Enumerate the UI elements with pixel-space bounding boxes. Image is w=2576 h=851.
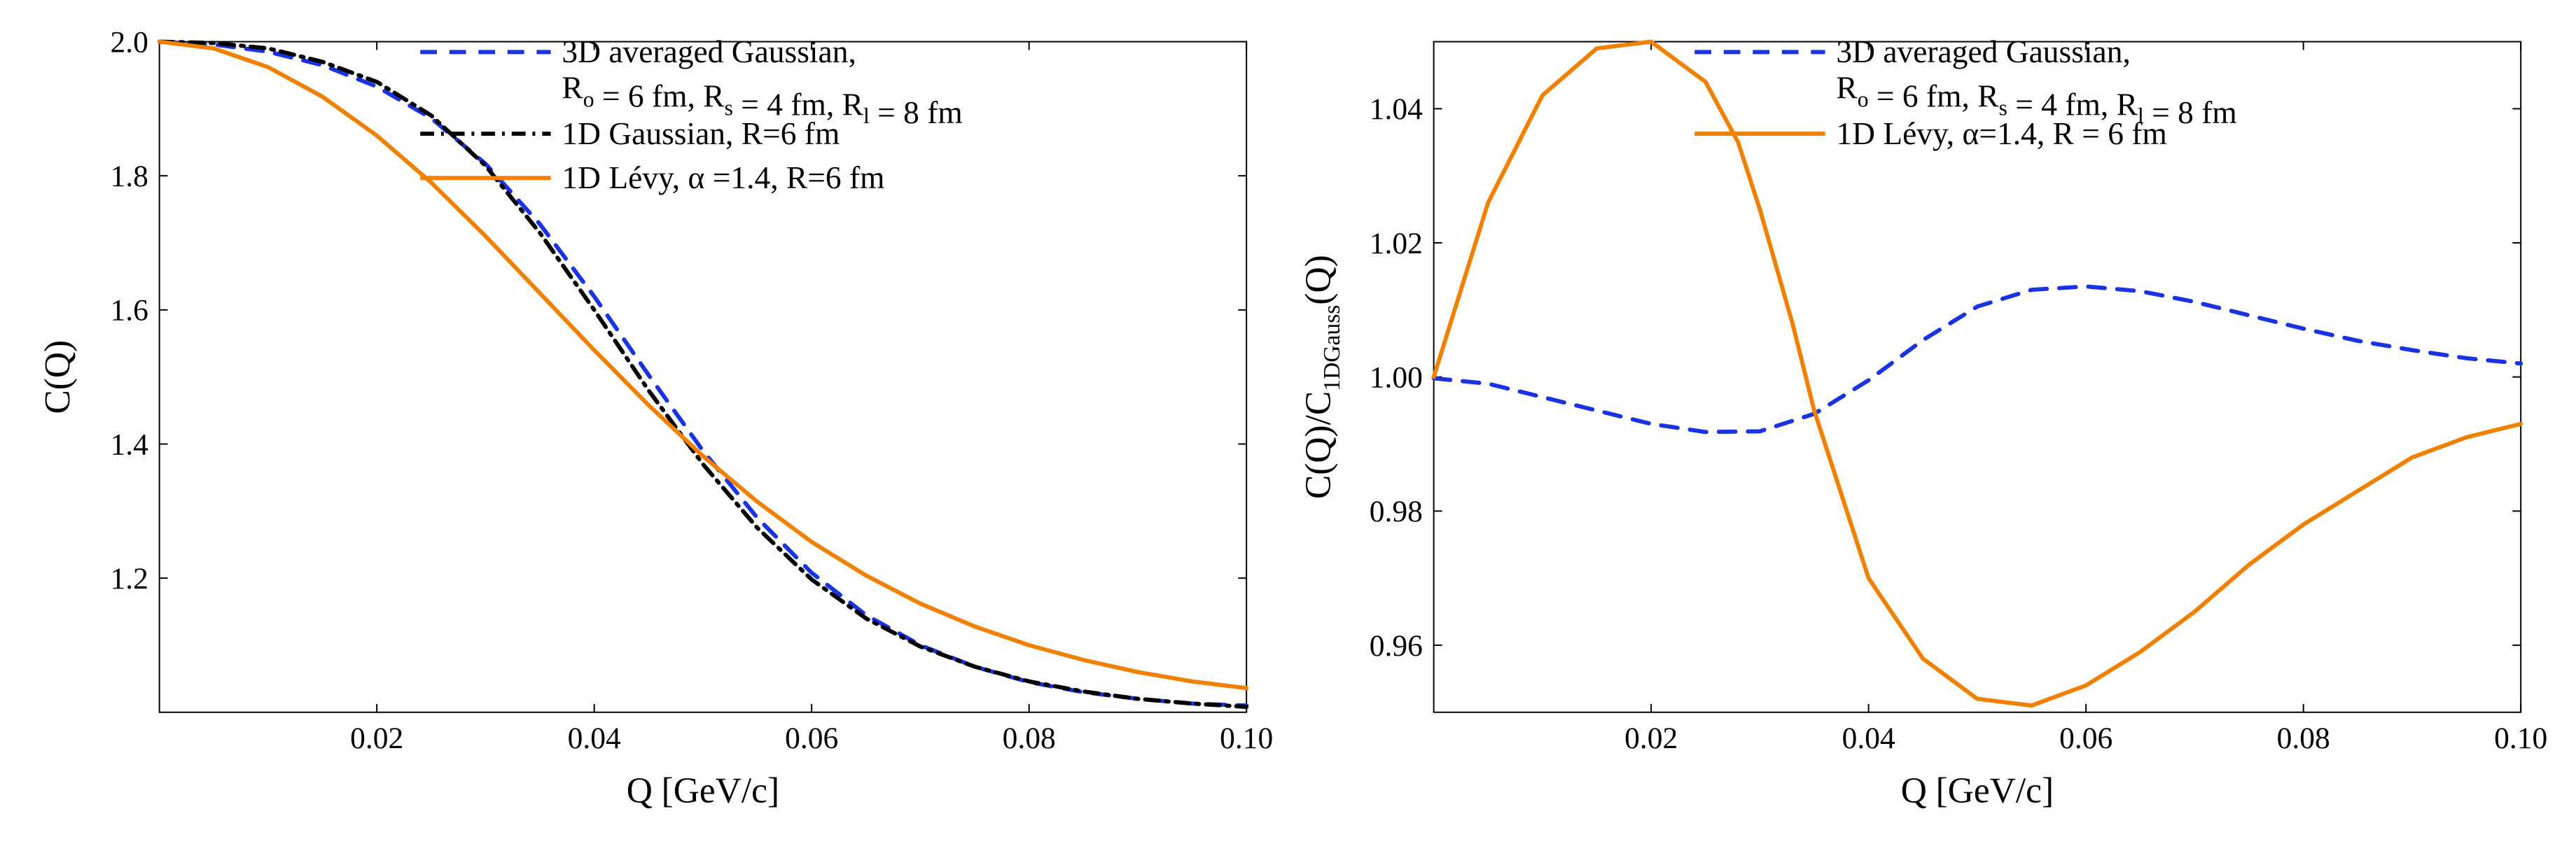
y-tick-label: 1.02 — [1369, 227, 1422, 260]
legend-label-3d-averaged-gaussian: 3D averaged Gaussian, — [562, 34, 856, 69]
series-3d-averaged-gaussian-ratio — [1433, 286, 2521, 432]
x-tick-label: 0.06 — [785, 722, 838, 755]
x-tick-label: 0.08 — [1003, 722, 1056, 755]
x-tick-label: 0.08 — [2276, 722, 2330, 755]
x-tick-label: 0.06 — [2059, 722, 2112, 755]
x-tick-label: 0.04 — [568, 722, 621, 755]
y-tick-label: 1.6 — [110, 294, 148, 328]
x-tick-label: 0.10 — [1220, 722, 1273, 755]
y-axis-title: C(Q) — [38, 340, 78, 414]
svg-text:C(Q)/C1DGauss(Q): C(Q)/C1DGauss(Q) — [1298, 255, 1345, 499]
y-tick-label: 0.98 — [1369, 495, 1422, 528]
legend-label-1d-levy-ratio: 1D Lévy, α=1.4, R = 6 fm — [1836, 115, 2167, 151]
right-panel: 0.02 0.04 0.06 0.08 0.10 0.96 0.98 1.00 1.02 1.04… — [1288, 14, 2563, 837]
y-tick-label: 1.04 — [1369, 92, 1422, 126]
y-tick-label: 1.00 — [1369, 360, 1422, 394]
x-axis-title: Q [GeV/c] — [1900, 771, 2053, 810]
x-tick-label: 0.02 — [350, 722, 403, 755]
y-tick-label: 1.2 — [110, 562, 148, 596]
y-tick-label: 1.4 — [110, 428, 148, 461]
left-panel: 0.02 0.04 0.06 0.08 0.10 1.2 1.4 1.6 1.8 2.0 Q [Ge… — [14, 14, 1288, 837]
y-tick-label: 0.96 — [1369, 629, 1422, 663]
x-tick-label: 0.10 — [2494, 722, 2547, 755]
legend-label-3d-averaged-gaussian-ratio: 3D averaged Gaussian, — [1836, 34, 2130, 69]
right-chart-svg: 0.02 0.04 0.06 0.08 0.10 0.96 0.98 1.00 1.02 1.04… — [1288, 14, 2563, 837]
left-chart-svg: 0.02 0.04 0.06 0.08 0.10 1.2 1.4 1.6 1.8 2.0 Q [Ge… — [14, 14, 1288, 837]
x-axis-title: Q [GeV/c] — [627, 771, 779, 810]
y-tick-label: 1.8 — [110, 160, 148, 193]
y-tick-label: 2.0 — [110, 25, 148, 59]
x-tick-label: 0.04 — [1842, 722, 1895, 755]
legend-label-1d-levy: 1D Lévy, α =1.4, R=6 fm — [562, 160, 884, 195]
x-tick-label: 0.02 — [1624, 722, 1678, 755]
y-axis-title: C(Q)/C1DGauss(Q) — [1298, 255, 1345, 499]
figure: 0.02 0.04 0.06 0.08 0.10 1.2 1.4 1.6 1.8 2.0 Q [Ge… — [14, 14, 2562, 837]
legend-label-1d-gaussian: 1D Gaussian, R=6 fm — [562, 115, 840, 151]
